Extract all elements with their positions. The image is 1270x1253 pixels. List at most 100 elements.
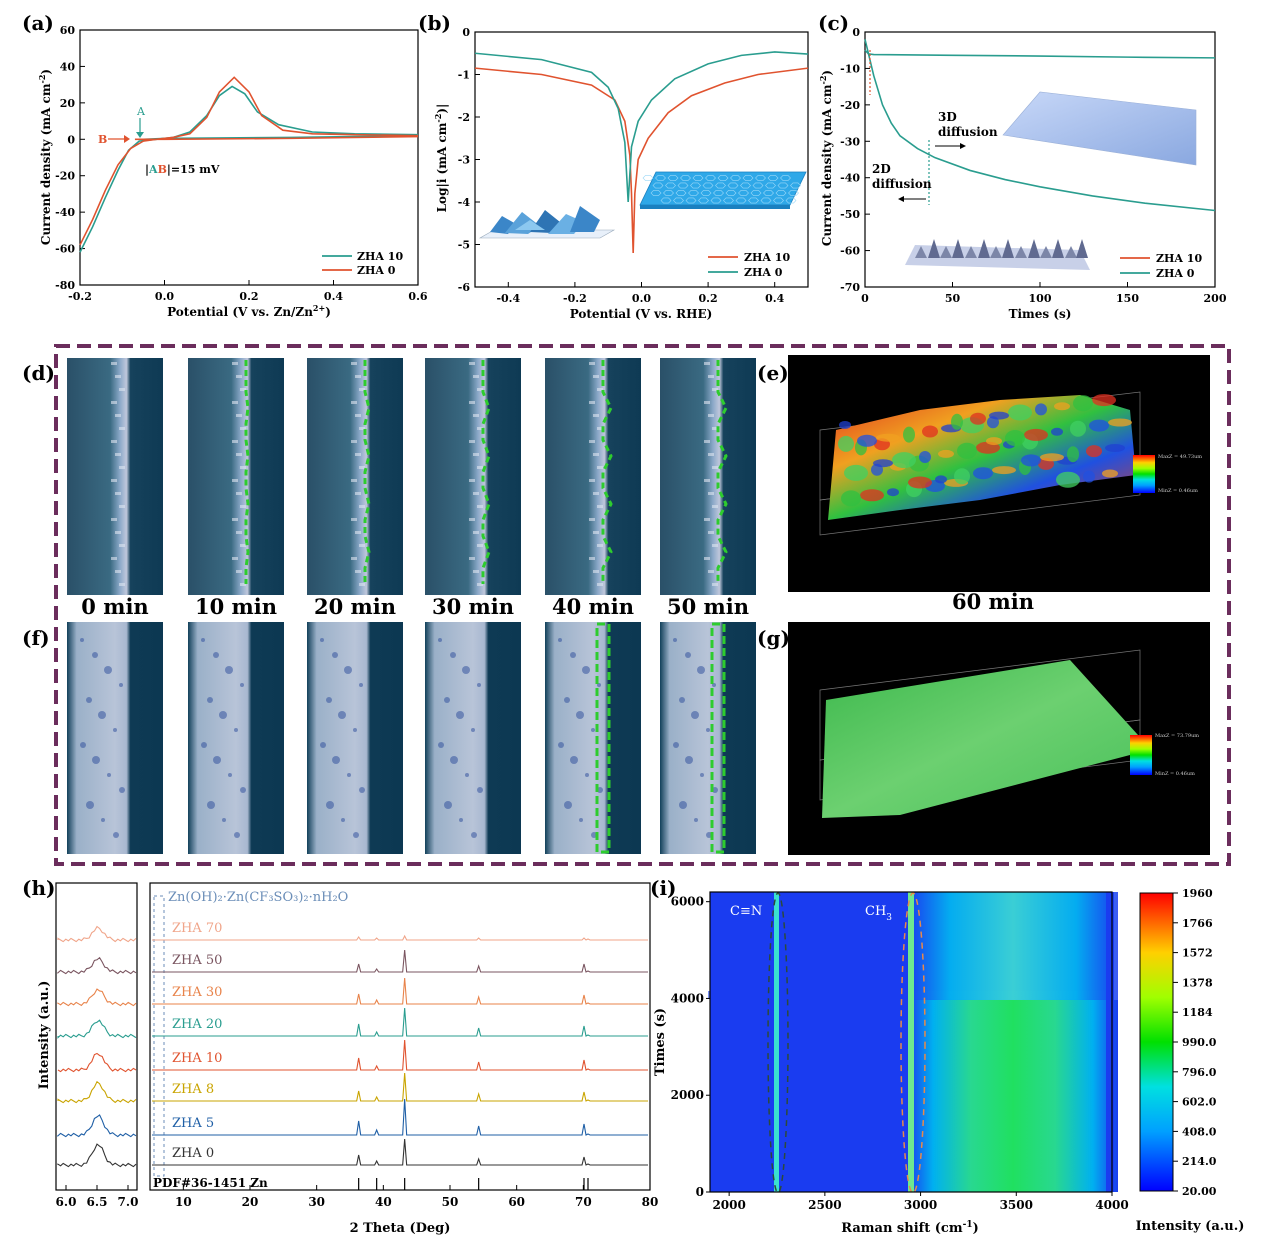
micrograph-f-spot bbox=[477, 787, 483, 793]
surface-texture-blob bbox=[887, 488, 899, 497]
hex-cell bbox=[688, 190, 699, 196]
ytick-label: 2000 bbox=[671, 1088, 704, 1102]
micrograph-d-texture bbox=[597, 388, 603, 391]
colorbar-tick-label: 1960 bbox=[1182, 887, 1213, 900]
micrograph-d-texture bbox=[111, 518, 117, 521]
micrograph-d-texture bbox=[704, 557, 710, 560]
micrograph-d-texture bbox=[232, 518, 238, 521]
micrograph-d-texture bbox=[473, 492, 479, 495]
inset-curve-zha-70 bbox=[57, 925, 137, 943]
panel-e-3d-surface: MaxZ = 49.73um MinZ = 0.46um 60 min bbox=[788, 355, 1210, 614]
xtick-label: 0.6 bbox=[408, 290, 427, 303]
dendrite-spike bbox=[1002, 239, 1014, 258]
micrograph-f-spot bbox=[471, 832, 477, 838]
panel-c-3d-label-line2: diffusion bbox=[938, 125, 998, 139]
hex-cell bbox=[763, 190, 774, 196]
dendrite-spike bbox=[1028, 239, 1040, 258]
micrograph-d-texture bbox=[712, 466, 718, 469]
micrograph-f-spot bbox=[477, 683, 481, 687]
panel-e-time-caption: 60 min bbox=[952, 589, 1034, 614]
micrograph-d-texture bbox=[240, 505, 246, 508]
xrd-pattern-zha-50 bbox=[152, 949, 648, 973]
micrograph-d-texture bbox=[115, 531, 121, 534]
surface-texture-blob bbox=[989, 411, 1009, 420]
micrograph-d-texture bbox=[236, 375, 242, 378]
micrograph-d-texture bbox=[597, 544, 603, 547]
xtick-label: 0.2 bbox=[239, 290, 258, 303]
surface-texture-blob bbox=[1040, 453, 1064, 462]
micrograph-f-spot bbox=[570, 652, 576, 658]
ytick-label: -40 bbox=[840, 172, 860, 185]
series-label-zha-10: ZHA 10 bbox=[172, 1051, 222, 1066]
xtick-label: 50 bbox=[442, 1195, 459, 1209]
micrograph-f-5 bbox=[660, 622, 756, 854]
series-line-zha-10 bbox=[864, 49, 1216, 59]
micrograph-d-texture bbox=[704, 362, 710, 365]
micrograph-f-spot bbox=[344, 666, 352, 674]
micrograph-d-texture bbox=[473, 453, 479, 456]
xtick-label: 40 bbox=[375, 1195, 392, 1209]
colorbar-tick-label: 20.00 bbox=[1182, 1185, 1217, 1198]
dendrite-spike bbox=[1040, 246, 1052, 258]
micrograph-d-texture bbox=[119, 388, 125, 391]
xtick-label: 0.2 bbox=[699, 292, 718, 305]
micrograph-f-spot bbox=[240, 787, 246, 793]
micrograph-f-spot bbox=[98, 711, 106, 719]
micrograph-f-spot bbox=[207, 801, 215, 809]
surface-texture-blob bbox=[1083, 470, 1095, 483]
micrograph-f-spot bbox=[582, 666, 590, 674]
micrograph-f-spot bbox=[338, 711, 346, 719]
dendrite-spike bbox=[1052, 239, 1064, 258]
micrograph-d-texture bbox=[115, 570, 121, 573]
panel-i-cn-label: C≡N bbox=[730, 904, 762, 919]
micrograph-f-spot bbox=[234, 728, 238, 732]
surface-texture-blob bbox=[1021, 454, 1041, 467]
micrograph-f-spot bbox=[92, 756, 100, 764]
micrograph-f-spot bbox=[673, 638, 677, 642]
series-line-zha-10 bbox=[474, 67, 809, 254]
panel-c-3d-label-line1: 3D bbox=[938, 110, 957, 124]
panel-letter-b: (b) bbox=[418, 11, 451, 35]
surface-texture-blob bbox=[1073, 395, 1093, 412]
surface-texture-blob bbox=[841, 490, 861, 507]
time-label-2: 20 min bbox=[314, 594, 396, 619]
panel-g-min-label: MinZ = 0.46um bbox=[1155, 771, 1195, 777]
micrograph-d-texture bbox=[236, 531, 242, 534]
inset-curve-zha-10 bbox=[57, 1052, 137, 1073]
micrograph-f-spot bbox=[213, 756, 221, 764]
hex-cell bbox=[650, 190, 662, 196]
micrograph-d-texture bbox=[593, 531, 599, 534]
panel-i-xticks: 2000 2500 3000 3500 4000 bbox=[712, 1192, 1129, 1212]
panel-e-colorbar bbox=[1133, 455, 1155, 493]
panel-c-2d-label-line1: 2D bbox=[872, 162, 891, 176]
panel-i-ch3-dashed-ellipse bbox=[900, 892, 926, 1194]
micrograph-d-texture bbox=[232, 440, 238, 443]
panel-c-yticks: 0 -10 -20 -30 -40 -50 -60 -70 bbox=[840, 26, 870, 294]
panel-b-flat-zn-edge bbox=[640, 205, 790, 209]
micrograph-d-texture bbox=[351, 440, 357, 443]
micrograph-d-texture bbox=[111, 479, 117, 482]
micrograph-d-5 bbox=[660, 358, 756, 595]
micrograph-d-texture bbox=[708, 414, 714, 417]
ytick-label: -30 bbox=[840, 135, 860, 148]
micrograph-d-texture bbox=[232, 557, 238, 560]
panel-i-low-region bbox=[710, 892, 910, 1192]
panel-c-dendrite-spikes bbox=[915, 239, 1088, 258]
micrograph-f-spot bbox=[353, 832, 359, 838]
micrograph-f-spot bbox=[558, 742, 564, 748]
xtick-label: 2500 bbox=[808, 1198, 841, 1212]
panel-h-reference-label: PDF#36-1451 Zn bbox=[153, 1176, 268, 1190]
panel-i-ch3-peak bbox=[908, 892, 914, 1192]
colorbar-tick-label: 602.0 bbox=[1182, 1096, 1217, 1109]
series-line-zha-0 bbox=[864, 39, 1216, 212]
dendrite-spike bbox=[978, 239, 990, 258]
micrograph-f-spot bbox=[347, 773, 351, 777]
xtick-label: 20 bbox=[242, 1195, 259, 1209]
micrograph-f-spot bbox=[438, 742, 444, 748]
panel-b-legend-zha10: ZHA 10 bbox=[744, 251, 790, 264]
micrograph-f-spot bbox=[450, 756, 458, 764]
micrograph-d-texture bbox=[473, 375, 479, 378]
series-line-zha-10 bbox=[79, 85, 419, 253]
panel-i-oh-band-lower bbox=[908, 1000, 1118, 1192]
